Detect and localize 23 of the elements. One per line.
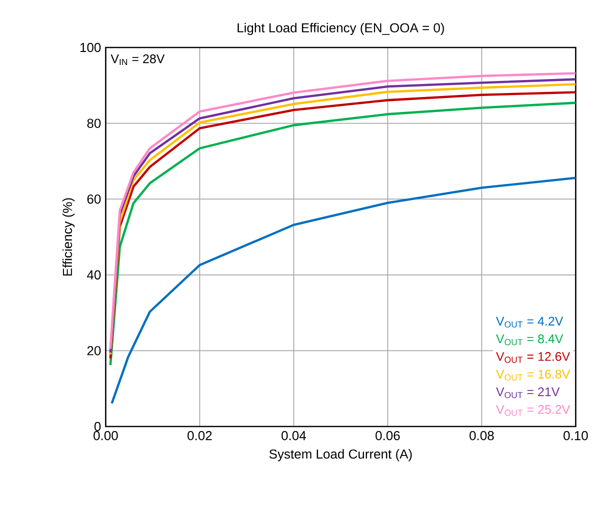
text: V$_{OUT}$ = 16.8V <box>496 370 570 381</box>
x-tick-label: 0.04 <box>282 431 306 440</box>
y-tick-label: 40 <box>87 270 101 280</box>
text: V$_{OUT}$ = 12.6V <box>496 352 570 363</box>
chart-title: Light Load Efficiency (EN_OOA = 0) <box>238 22 444 35</box>
text: V$_{OUT}$ = 8.4V <box>496 334 564 346</box>
text: V$_{OUT}$ = 21V <box>496 387 560 398</box>
y-tick-label: 100 <box>80 42 101 52</box>
x-tick-label: 0.06 <box>376 431 400 440</box>
annotation: V$_{IN}$ = 28V <box>110 54 165 66</box>
y-tick-label: 0 <box>94 422 101 432</box>
x-tick-label: 0.00 <box>94 431 118 440</box>
y-tick-label: 60 <box>87 194 101 204</box>
y-tick-label: 80 <box>87 118 101 128</box>
x-axis-title: System Load Current (A) <box>269 449 412 462</box>
y-tick-label: 20 <box>87 346 101 356</box>
x-tick-label: 0.02 <box>188 431 212 440</box>
line-series <box>110 176 576 405</box>
x-tick-label: 0.08 <box>470 431 494 440</box>
y-axis-title: Efficiency (%) <box>62 198 75 276</box>
x-tick-label: 0.10 <box>564 431 588 440</box>
text: V$_{OUT}$ = 4.2V <box>496 316 564 328</box>
text: V$_{OUT}$ = 25.2V <box>496 405 570 416</box>
